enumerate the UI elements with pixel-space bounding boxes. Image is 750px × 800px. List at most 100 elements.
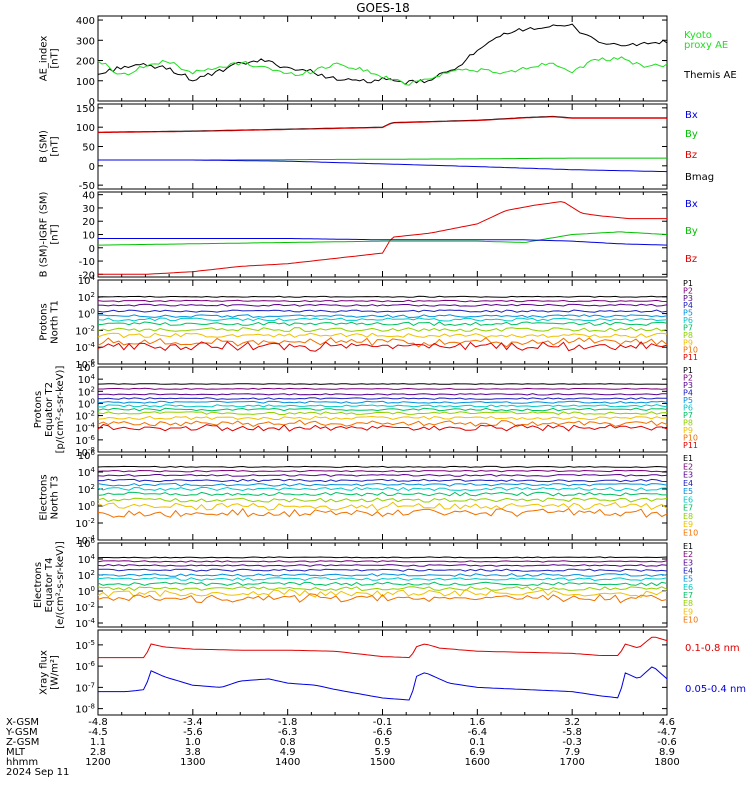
y-tick-label: 10-8 [75,703,95,716]
axis-row-value: 1.6 [469,717,485,728]
series-line [98,238,668,246]
axis-row-value: 1.0 [185,737,201,748]
axis-row-value: 1400 [275,757,300,768]
axis-row-value: -1.8 [278,717,298,728]
series-label: Bmag [685,172,714,183]
axis-row-value: 0.5 [375,737,391,748]
series-line [97,404,668,408]
series-line [97,383,667,385]
series-line [97,56,668,86]
series-line [97,507,668,518]
y-tick-label: 0 [89,97,95,108]
y-axis-label: Protons [33,391,44,428]
axis-row-value: -4.5 [88,727,108,738]
channel-label: E1 [683,542,693,551]
series-line [97,314,668,318]
y-tick-label: 200 [76,57,95,68]
channel-label: P9 [683,426,693,435]
axis-row-value: -5.6 [183,727,203,738]
axis-row-value: -0.6 [657,737,677,748]
series-line [97,116,667,134]
series-line [97,341,668,352]
series-line [97,469,668,473]
series-line [97,23,668,86]
series-label: 0.1-0.8 nm [685,643,740,654]
y-tick-label: 106 [78,537,96,550]
series-label: Themis AE [683,70,737,81]
channel-label: E4 [683,566,693,575]
axis-row-value: -4.8 [88,717,108,728]
series-line [97,327,668,333]
series-line [97,586,668,592]
y-tick-label: 10 [82,231,95,242]
y-tick-label: 100 [78,397,95,410]
series-line [98,478,668,483]
axis-row-value: -5.8 [562,727,582,738]
y-tick-label: 10-2 [75,324,95,337]
panel-frame [97,629,668,716]
y-axis-label: AE_index [39,36,50,82]
y-axis-label: Equator T2 [44,382,55,437]
panel-7: Electrons Equator T4 [e/(cm²-s-sr-keV)] 106… [33,537,698,630]
y-tick-label: 400 [76,16,95,27]
channel-label: P11 [683,353,698,362]
series-label: By [685,226,698,237]
y-tick-label: 102 [78,385,95,398]
axis-row-label: Z-GSM [6,737,39,748]
channel-label: P1 [683,366,693,375]
channel-label: P8 [683,331,693,340]
y-tick-label: 40 [82,191,95,202]
series-line [98,387,668,390]
series-line [97,321,668,326]
y-tick-label: 106 [78,449,96,462]
channel-label: E1 [683,454,693,463]
channel-label: E10 [683,615,698,624]
series-line [97,563,668,567]
y-tick-label: 20 [82,217,95,228]
series-line [97,309,668,313]
y-tick-label: 0 [89,244,95,255]
axis-row-value: -3.4 [183,717,203,728]
channel-label: E5 [683,575,693,584]
channel-label: P2 [683,374,693,383]
series-line [97,415,668,421]
y-tick-label: 10-4 [75,617,95,630]
y-tick-label: 10-4 [75,534,95,547]
y-tick-label: 100 [78,585,95,598]
series-line [97,501,668,512]
y-tick-label: 100 [78,500,95,513]
y-tick-label: 10-2 [75,601,95,614]
figure-title: GOES-18 [356,1,410,15]
y-tick-label: -20 [79,270,95,281]
channel-label: E3 [683,558,693,567]
channel-label: E7 [683,504,693,513]
series-line [97,299,668,303]
channel-label: P7 [683,323,693,332]
channel-label: P4 [683,301,693,310]
series-label: Bx [685,199,698,210]
y-axis-label: [p/(cm²-s-sr-keV)] [55,366,66,454]
y-tick-label: 10-2 [75,410,95,423]
channel-label: E6 [683,495,693,504]
series-line [97,482,668,487]
y-tick-label: 104 [78,274,96,287]
y-axis-label: [W/m²] [50,655,61,690]
channel-label: E5 [683,487,693,496]
y-tick-label: 150 [76,104,95,115]
series-line [98,231,668,246]
channel-label: E9 [683,520,693,529]
channel-label: E6 [683,583,693,592]
series-label: Kyoto [684,30,712,41]
channel-label: P6 [683,316,693,325]
y-tick-label: 10-4 [75,341,95,354]
series-line [97,491,667,497]
panel-frame [97,103,668,190]
channel-label: P6 [683,404,693,413]
y-tick-label: 102 [78,291,95,304]
y-axis-label: [nT] [50,48,61,68]
y-axis-label: B (SM) [39,130,50,163]
series-label: Bz [685,150,697,161]
y-tick-label: 300 [76,36,95,47]
y-tick-label: 102 [78,569,95,582]
